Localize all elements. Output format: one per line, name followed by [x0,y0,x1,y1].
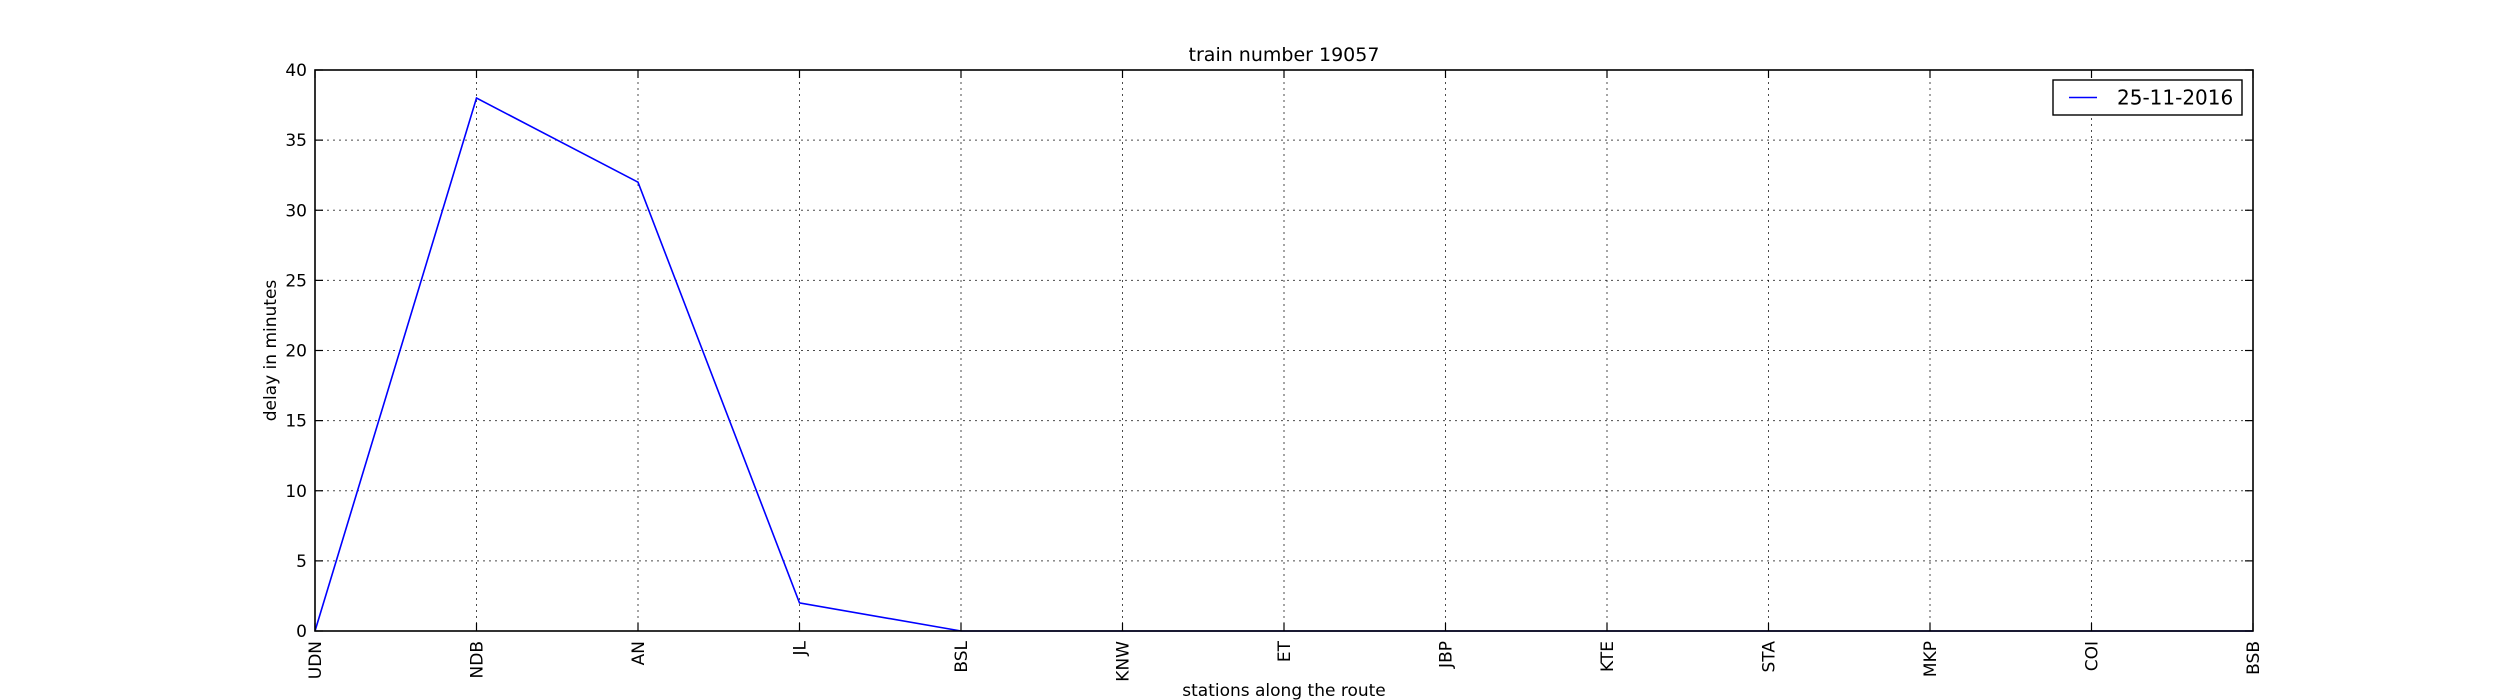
x-tick-label-an: AN [629,641,649,665]
x-tick-label-jl: JL [791,640,811,656]
x-tick-label-ndb: NDB [468,641,488,678]
x-tick-label-knw: KNW [1114,641,1134,682]
x-axis-label: stations along the route [1182,681,1386,700]
x-tick-label-mkp: MKP [1921,641,1941,677]
x-tick-label-et: ET [1275,640,1295,662]
y-tick-label: 5 [296,552,307,572]
x-tick-label-bsb: BSB [2244,641,2264,675]
y-tick-label: 30 [285,201,307,221]
legend-entry-label: 25-11-2016 [2117,86,2233,110]
axis-ticks: UDN NDB AN JL BSL KNW ET JBP KTE STA MKP COI BSB 0 5 10… [285,61,2264,682]
x-tick-label-coi: COI [2083,641,2103,671]
y-tick-label: 40 [285,61,307,81]
x-tick-label-jbp: JBP [1437,641,1457,669]
y-tick-label: 35 [285,131,307,151]
y-tick-label: 0 [296,622,307,642]
y-tick-label: 15 [285,412,307,432]
x-tick-label-kte: KTE [1598,641,1618,672]
y-tick-label: 25 [285,271,307,291]
y-tick-label: 10 [285,482,307,502]
y-axis-label: delay in minutes [261,280,281,422]
legend: 25-11-2016 [2052,79,2243,116]
chart-title: train number 19057 [1189,44,1380,66]
x-tick-label-udn: UDN [306,641,326,679]
y-tick-label: 20 [285,342,307,362]
x-tick-label-sta: STA [1760,641,1780,673]
x-tick-label-bsl: BSL [952,640,972,672]
